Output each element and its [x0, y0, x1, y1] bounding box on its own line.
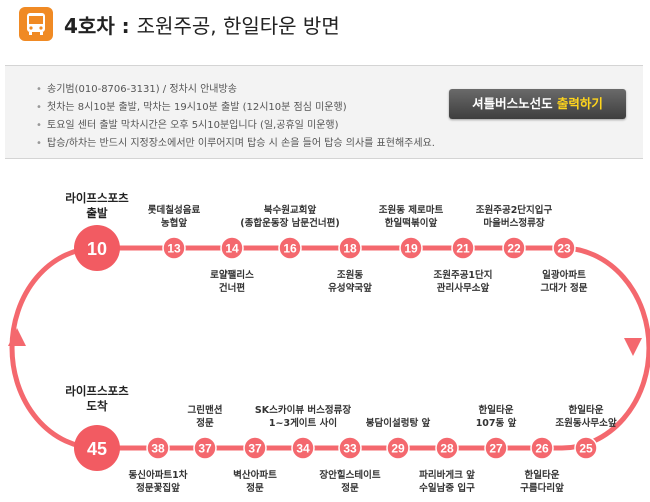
- end-terminal-marker: [74, 425, 120, 471]
- top-stop-label: 일광아파트: [542, 269, 586, 281]
- page-title: 4호차 : 조원주공, 한일타운 방면: [64, 10, 340, 39]
- direction-arrow-up-icon: [8, 328, 26, 346]
- top-stop-label: 롯데칠성음료: [148, 204, 201, 216]
- bottom-stop-label: 벽산아파트: [233, 469, 277, 481]
- top-stop-number: 23: [557, 242, 571, 256]
- top-stop-label: 농협앞: [161, 217, 187, 229]
- bottom-stop-label: SK스카이뷰 버스정류장: [255, 404, 351, 416]
- bottom-stop-marker: [386, 436, 410, 460]
- top-stop-marker: [552, 236, 576, 260]
- bottom-stop-label: 봉담이설렁탕 앞: [366, 417, 431, 429]
- end-terminal-label: 라이프스포츠: [65, 384, 129, 398]
- top-stop-label: 북수원교회앞: [264, 204, 317, 216]
- top-stop-label: 유성약국앞: [328, 282, 372, 294]
- start-terminal-label-2: 출발: [86, 206, 108, 220]
- top-stop-label: 건너편: [219, 282, 245, 294]
- print-button-label: 셔틀버스노선도: [472, 96, 557, 111]
- top-stop-number: 16: [283, 242, 297, 256]
- bottom-stop-number: 34: [296, 442, 310, 456]
- bottom-stop-number: 27: [489, 442, 503, 456]
- bottom-stop-label: 정문: [196, 417, 214, 429]
- bottom-stop-marker: [243, 436, 267, 460]
- bottom-stop-marker: [574, 436, 598, 460]
- top-stop-number: 22: [507, 242, 521, 256]
- bottom-stop-label: 장안힐스테이트: [319, 469, 380, 481]
- start-terminal-label: 라이프스포츠: [65, 191, 129, 205]
- bottom-stop-label: 한일타운: [479, 404, 514, 416]
- top-stop-label: 조원동 제로마트: [379, 204, 444, 216]
- top-stop-label: (종합운동장 남문건너편): [240, 217, 339, 229]
- bus-icon: [19, 7, 53, 41]
- bottom-stop-number: 25: [579, 442, 593, 456]
- route-destination: 조원주공, 한일타운 방면: [136, 14, 340, 38]
- bottom-stop-marker: [530, 436, 554, 460]
- top-stop-label: 관리사무소앞: [437, 282, 490, 294]
- bottom-stop-marker: [435, 436, 459, 460]
- direction-arrow-down-icon: [624, 338, 642, 356]
- bottom-stop-label: 구름다리앞: [520, 482, 564, 494]
- top-stop-label: 조원주공1단지: [433, 269, 492, 281]
- bottom-stop-label: 그린맨션: [188, 404, 223, 416]
- bottom-stop-number: 29: [391, 442, 405, 456]
- route-line: [9, 245, 650, 451]
- notice-item: 탑승/하차는 반드시 지정장소에서만 이루어지며 탑승 시 손을 들어 탑승 의…: [36, 135, 435, 153]
- top-stop-label: 마을버스정류장: [483, 217, 544, 229]
- top-stop-marker: [278, 236, 302, 260]
- top-stop-label: 조원주공2단지입구: [476, 204, 553, 216]
- top-stop-number: 13: [167, 242, 181, 256]
- bottom-stop-label: 조원동사무소앞: [555, 417, 616, 429]
- bottom-stop-label: 수일남중 입구: [419, 482, 475, 494]
- bottom-stop-number: 33: [343, 442, 357, 456]
- page-header: 4호차 : 조원주공, 한일타운 방면: [0, 0, 650, 50]
- top-stop-number: 14: [225, 242, 239, 256]
- bottom-stop-label: 한일타운: [569, 404, 604, 416]
- notice-item: 토요일 센터 출발 막차시간은 오후 5시10분입니다 (일,공휴일 미운행): [36, 117, 435, 135]
- bottom-stop-number: 37: [248, 442, 262, 456]
- top-stop-marker: [162, 236, 186, 260]
- top-stop-marker: [338, 236, 362, 260]
- bottom-stop-marker: [484, 436, 508, 460]
- route-name: 4호차: [64, 14, 115, 38]
- top-stop-number: 21: [456, 242, 470, 256]
- bottom-stop-label: 동신아파트1차: [128, 469, 187, 481]
- end-terminal-label-2: 도착: [86, 399, 108, 413]
- bottom-stop-label: 정문: [341, 482, 359, 494]
- bottom-stop-number: 28: [440, 442, 454, 456]
- top-stop-marker: [220, 236, 244, 260]
- top-stop-number: 19: [404, 242, 418, 256]
- top-stop-number: 18: [343, 242, 357, 256]
- print-route-map-button[interactable]: 셔틀버스노선도 출력하기: [449, 89, 626, 119]
- top-stop-label: 그대가 정문: [540, 282, 587, 294]
- bottom-stop-label: 1~3게이트 사이: [269, 417, 337, 429]
- bottom-stop-marker: [338, 436, 362, 460]
- notice-item: 첫차는 8시10분 출발, 막차는 19시10분 출발 (12시10분 점심 미…: [36, 99, 435, 117]
- bottom-stop-marker: [193, 436, 217, 460]
- top-stop-marker: [502, 236, 526, 260]
- bottom-stop-number: 37: [198, 442, 212, 456]
- bottom-stop-label: 107동 앞: [476, 417, 517, 429]
- start-terminal-marker: [74, 225, 120, 271]
- top-stop-label: 로얄팰리스: [210, 269, 254, 281]
- bottom-stop-label: 정문: [246, 482, 264, 494]
- print-button-highlight: 출력하기: [556, 96, 603, 111]
- bottom-stop-marker: [291, 436, 315, 460]
- top-stop-marker: [399, 236, 423, 260]
- top-stop-marker: [451, 236, 475, 260]
- bottom-stop-number: 26: [535, 442, 549, 456]
- top-stop-label: 한일떡볶이앞: [385, 217, 438, 229]
- notice-list: 송기범(010-8706-3131) / 정차시 안내방송 첫차는 8시10분 …: [36, 81, 435, 153]
- bottom-stop-label: 파리바게크 앞: [419, 469, 475, 481]
- bottom-stop-number: 38: [151, 442, 165, 456]
- notice-item: 송기범(010-8706-3131) / 정차시 안내방송: [36, 81, 435, 99]
- top-stop-label: 조원동: [337, 269, 363, 281]
- title-separator: :: [114, 14, 137, 38]
- start-terminal-number: 10: [87, 239, 107, 259]
- bottom-stop-marker: [146, 436, 170, 460]
- bottom-stop-label: 한일타운: [525, 469, 560, 481]
- end-terminal-number: 45: [87, 439, 107, 459]
- bottom-stop-label: 정문꽃집앞: [136, 482, 180, 494]
